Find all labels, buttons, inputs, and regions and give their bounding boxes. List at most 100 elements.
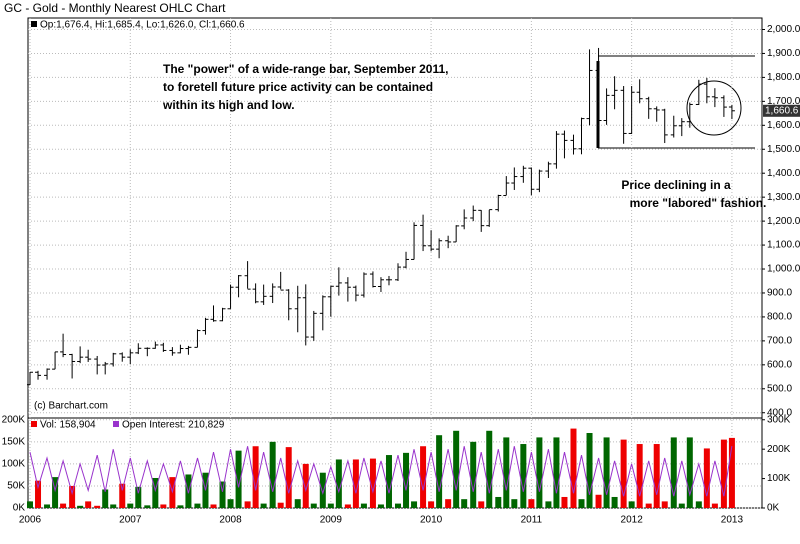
volume-bar <box>94 505 101 508</box>
volume-bar <box>260 503 267 508</box>
volume-bar <box>661 501 668 508</box>
volume-bar <box>127 503 134 508</box>
volume-bar <box>611 496 618 508</box>
y-tick-label: 1,700.0 <box>767 96 800 107</box>
volume-bar <box>152 478 159 508</box>
volume-bar <box>160 504 167 508</box>
volume-bar <box>445 499 452 508</box>
annotation: to foretell future price activity can be… <box>163 80 433 94</box>
volume-bar <box>135 486 142 508</box>
y-tick-label: 600.0 <box>767 359 792 370</box>
y-tick-label: 100K <box>2 459 26 470</box>
legend-entry: Vol: 158,904 <box>40 420 96 431</box>
volume-bar <box>711 503 718 508</box>
volume-bar <box>461 499 468 508</box>
volume-bar <box>570 428 577 508</box>
volume-bar <box>144 505 151 508</box>
y-tick-label: 1,000.0 <box>767 264 800 275</box>
volume-bar <box>670 437 677 508</box>
volume-bar <box>703 448 710 508</box>
volume-bar <box>436 435 443 508</box>
volume-bar <box>528 499 535 508</box>
legend-entry: Open Interest: 210,829 <box>122 420 225 431</box>
volume-bar <box>653 444 660 508</box>
volume-bar <box>695 501 702 508</box>
annotation: Price declining in a <box>621 178 731 192</box>
volume-bar <box>210 504 217 508</box>
volume-bar <box>77 505 84 508</box>
volume-bar <box>511 499 518 508</box>
volume-bar <box>686 437 693 508</box>
x-tick-label: 2006 <box>19 515 42 526</box>
volume-bar <box>470 441 477 508</box>
volume-bar <box>453 430 460 508</box>
volume-bar <box>377 504 384 508</box>
volume-bar <box>678 503 685 508</box>
volume-bar <box>360 503 367 508</box>
volume-bar <box>302 463 309 508</box>
y-tick-label: 1,900.0 <box>767 48 800 59</box>
y-tick-label: 500.0 <box>767 383 792 394</box>
volume-bar <box>219 481 226 508</box>
volume-bar <box>352 459 359 508</box>
volume-bar <box>603 437 610 508</box>
volume-bar <box>119 483 126 508</box>
volume-bar <box>327 503 334 508</box>
y-tick-label: 1,400.0 <box>767 168 800 179</box>
annotation: within its high and low. <box>162 98 295 112</box>
x-tick-label: 2012 <box>621 515 644 526</box>
y-tick-label: 50K <box>7 481 25 492</box>
volume-bar <box>194 503 201 508</box>
y-tick-label: 0K <box>13 503 26 514</box>
x-tick-label: 2010 <box>420 515 443 526</box>
y-tick-label: 1,500.0 <box>767 144 800 155</box>
y2-tick-label: 0K <box>767 503 780 514</box>
volume-bar <box>344 504 351 508</box>
volume-bar <box>44 504 51 508</box>
y-tick-label: 1,300.0 <box>767 192 800 203</box>
volume-bar <box>385 455 392 508</box>
volume-bar <box>294 499 301 508</box>
credit: (c) Barchart.com <box>34 401 108 412</box>
volume-bar <box>536 437 543 508</box>
x-tick-label: 2009 <box>320 515 343 526</box>
volume-bar <box>403 452 410 508</box>
volume-bar <box>495 496 502 508</box>
y2-tick-label: 100K <box>767 473 791 484</box>
volume-bar <box>110 504 117 508</box>
volume-bar <box>85 501 92 508</box>
volume-bar <box>553 437 560 508</box>
volume-bar <box>586 433 593 508</box>
volume-bar <box>235 450 242 508</box>
volume-bar <box>411 501 418 508</box>
y-tick-label: 1,100.0 <box>767 240 800 251</box>
y-tick-label: 1,800.0 <box>767 72 800 83</box>
volume-bar <box>27 501 33 508</box>
x-tick-label: 2013 <box>721 515 744 526</box>
volume-bar <box>285 447 292 508</box>
volume-bar <box>269 441 276 508</box>
legend-swatch <box>113 421 119 427</box>
y2-tick-label: 200K <box>767 444 791 455</box>
volume-bar <box>252 446 259 508</box>
volume-bar <box>177 505 184 508</box>
volume-bar <box>335 459 342 508</box>
legend-swatch <box>31 421 37 427</box>
volume-bar <box>636 444 643 508</box>
y-tick-label: 1,200.0 <box>767 216 800 227</box>
volume-bar <box>720 439 727 508</box>
legend-swatch <box>31 21 37 27</box>
volume-bar <box>595 494 602 508</box>
volume-bar <box>545 501 552 508</box>
y2-tick-label: 300K <box>767 414 791 425</box>
volume-bar <box>620 439 627 508</box>
volume-bar <box>60 503 67 508</box>
volume-bar <box>520 444 527 508</box>
legend-text: Op:1,676.4, Hi:1,685.4, Lo:1,626.0, Cl:1… <box>40 20 245 31</box>
volume-bar <box>102 489 109 508</box>
volume-bar <box>319 472 326 508</box>
annotation: more "labored" fashion. <box>630 196 767 210</box>
volume-bar <box>227 499 234 508</box>
x-tick-label: 2011 <box>521 515 543 526</box>
y-tick-label: 1,600.0 <box>767 120 800 131</box>
